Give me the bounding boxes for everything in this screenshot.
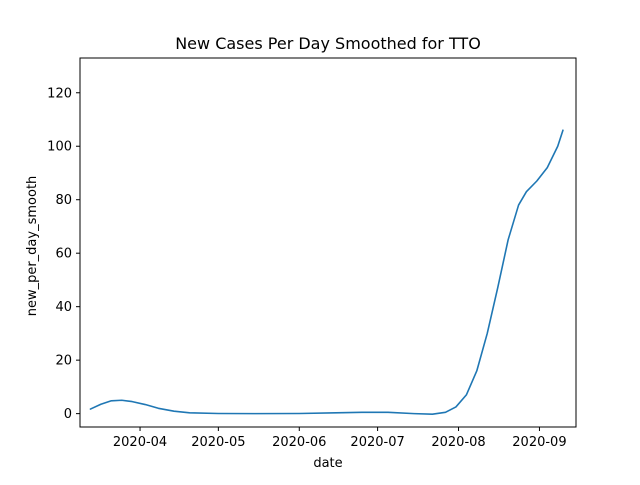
chart-title: New Cases Per Day Smoothed for TTO [175, 34, 481, 53]
y-tick-label-0: 0 [64, 407, 72, 422]
x-axis-label: date [313, 456, 342, 471]
y-tick-label-20: 20 [55, 354, 72, 369]
x-tick-label-2020-09: 2020-09 [512, 435, 566, 450]
y-axis-label: new_per_day_smooth [25, 176, 40, 317]
y-tick-label-40: 40 [55, 300, 72, 315]
y-tick-label-120: 120 [47, 86, 72, 101]
y-tick-label-60: 60 [55, 247, 72, 262]
x-tick-label-2020-04: 2020-04 [113, 435, 167, 450]
plot-area: 0 20 40 60 80 100 120 2020-04 2020-05 2020-06 2020… [47, 57, 577, 450]
y-tick-label-100: 100 [47, 140, 72, 155]
y-tick-label-80: 80 [55, 193, 72, 208]
series-line-0 [89, 129, 564, 415]
x-tick-label-2020-08: 2020-08 [431, 435, 485, 450]
x-tick-label-2020-05: 2020-05 [191, 435, 245, 450]
x-tick-label-2020-06: 2020-06 [272, 435, 326, 450]
axes-frame [79, 57, 577, 428]
x-tick-label-2020-07: 2020-07 [350, 435, 404, 450]
